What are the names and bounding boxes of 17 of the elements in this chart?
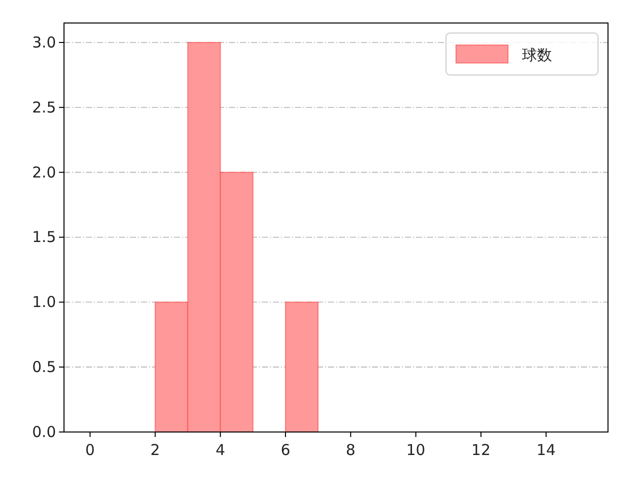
x-tick-label: 14 — [536, 441, 556, 459]
x-tick-label: 12 — [471, 441, 491, 459]
x-tick-label: 0 — [85, 441, 95, 459]
y-tick-label: 2.5 — [32, 98, 56, 116]
x-tick-label: 4 — [216, 441, 226, 459]
x-tick-label: 2 — [150, 441, 160, 459]
y-tick-label: 1.0 — [32, 293, 56, 312]
y-tick-label: 0.5 — [32, 358, 56, 376]
y-tick-label: 0.0 — [32, 423, 56, 441]
y-tick-label: 3.0 — [32, 33, 56, 52]
x-tick-label: 6 — [280, 441, 290, 459]
y-tick-label: 2.0 — [32, 163, 56, 182]
x-tick-label: 8 — [346, 441, 356, 459]
legend: 球数 — [446, 32, 598, 76]
y-tick-label: 1.5 — [32, 228, 56, 246]
legend-label: 球数 — [522, 46, 552, 64]
x-tick-label: 10 — [406, 441, 426, 459]
